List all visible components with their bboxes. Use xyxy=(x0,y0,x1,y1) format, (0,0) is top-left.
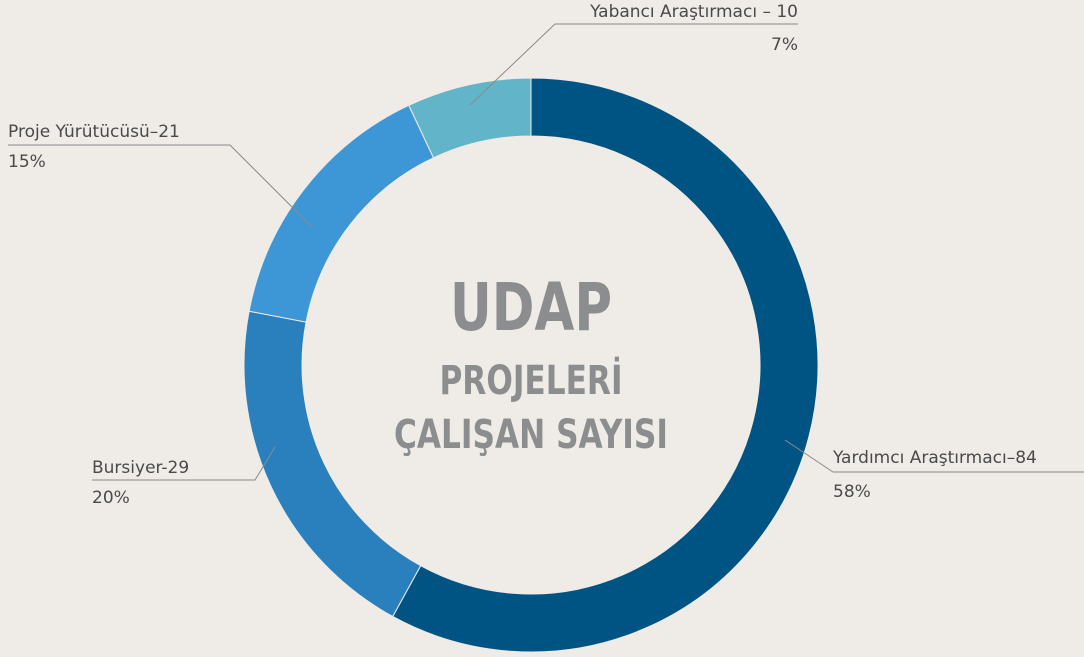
donut xyxy=(243,77,819,653)
leader-line xyxy=(8,144,314,229)
slice xyxy=(392,77,819,653)
value-label: 20% xyxy=(92,488,130,508)
chart-title: UDAP xyxy=(450,269,612,346)
leader-line xyxy=(784,439,1084,473)
slice xyxy=(408,77,532,159)
center-label: UDAP PROJELERİ ÇALIŞAN SAYISI xyxy=(394,269,668,459)
value-label: 15% xyxy=(8,152,46,172)
chart-subtitle: ÇALIŞAN SAYISI xyxy=(394,412,668,458)
slice-label: Proje Yürütücüsü–21 xyxy=(8,122,180,142)
leader-line xyxy=(469,23,798,106)
slice-label: Yabancı Araştırmacı – 10 xyxy=(589,2,798,22)
leader-line xyxy=(92,446,276,481)
chart-subtitle: PROJELERİ xyxy=(439,357,622,404)
value-label: 7% xyxy=(771,35,798,55)
slice-label: Yardımcı Araştırmacı–84 xyxy=(832,448,1037,468)
value-label: 58% xyxy=(833,482,871,502)
slice-label: Bursiyer-29 xyxy=(92,458,189,478)
